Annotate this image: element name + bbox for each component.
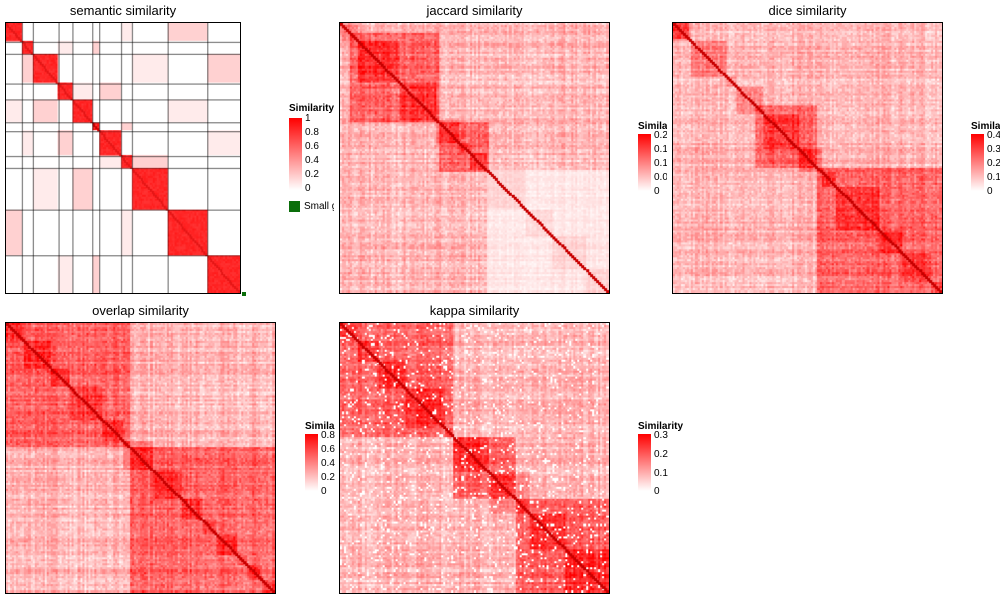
legend-tick: 0.2	[987, 158, 1000, 169]
legend-title: Similarity	[289, 103, 334, 114]
heatmap-matrix	[339, 322, 610, 594]
legend-colorbar	[638, 134, 651, 191]
heatmap-cells	[673, 23, 942, 293]
small-group-label: Small group	[304, 201, 334, 212]
legend-tick: 0.1	[654, 158, 667, 169]
legend-tick: 0.4	[305, 155, 319, 166]
legend-tick: 0.2	[654, 130, 667, 141]
legend-tick: 0.3	[987, 144, 1000, 155]
legend-tick: 0.8	[321, 430, 335, 441]
heatmap-cells	[340, 323, 609, 593]
legend-tick: 0	[321, 486, 327, 497]
legend-tick: 0.2	[654, 449, 668, 460]
legend-title: Similarity	[638, 121, 667, 132]
legend-tick: 0.6	[321, 444, 335, 455]
heatmap-cells	[6, 323, 275, 593]
legend-title: Similarity	[305, 421, 335, 432]
small-group-key	[289, 201, 300, 212]
color-legend: Similarity 0.8 0.6 0.4 0.2 0	[305, 421, 335, 501]
heatmap-cells	[340, 23, 609, 293]
legend-tick: 0.15	[654, 144, 667, 155]
chart-title: kappa similarity	[429, 303, 520, 318]
legend-tick: 0.1	[987, 172, 1000, 183]
legend-tick: 0	[305, 183, 311, 194]
legend-tick: 0.2	[321, 472, 335, 483]
heatmap-matrix	[672, 22, 943, 294]
chart-title: dice similarity	[768, 3, 847, 18]
heatmap-matrix	[5, 22, 241, 294]
legend-tick: 0.4	[321, 458, 335, 469]
legend-tick: 0.8	[305, 127, 319, 138]
legend-title: Similarity	[638, 421, 684, 432]
color-legend: Similarity 0.2 0.15 0.1 0.05 0	[638, 121, 667, 201]
legend-tick: 0.3	[654, 430, 668, 441]
small-group-marker	[242, 292, 246, 296]
legend-tick: 0.2	[305, 169, 319, 180]
color-legend: Similarity 0.4 0.3 0.2 0.1 0	[971, 121, 1000, 201]
heatmap-cells	[6, 23, 240, 293]
legend-colorbar	[289, 118, 302, 190]
legend-colorbar	[638, 434, 651, 491]
legend-tick: 0.6	[305, 141, 319, 152]
chart-title: overlap similarity	[92, 303, 189, 318]
legend-tick: 0.4	[987, 130, 1000, 141]
legend-tick: 1	[305, 113, 311, 124]
chart-title: jaccard similarity	[426, 3, 523, 18]
legend-tick: 0	[654, 186, 660, 197]
color-legend: Similarity 0.3 0.2 0.1 0	[638, 421, 698, 501]
legend-colorbar	[305, 434, 318, 491]
legend-title: Similarity	[971, 121, 1000, 132]
legend-colorbar	[971, 134, 984, 191]
heatmap-matrix	[339, 22, 610, 294]
legend-tick: 0.05	[654, 172, 667, 183]
chart-title: semantic similarity	[69, 3, 177, 18]
legend-tick: 0	[654, 486, 660, 497]
color-legend: Similarity 1 0.8 0.6 0.4 0.2 0 Small gro…	[289, 103, 334, 223]
legend-tick: 0	[987, 186, 993, 197]
heatmap-matrix	[5, 322, 276, 594]
legend-tick: 0.1	[654, 468, 668, 479]
